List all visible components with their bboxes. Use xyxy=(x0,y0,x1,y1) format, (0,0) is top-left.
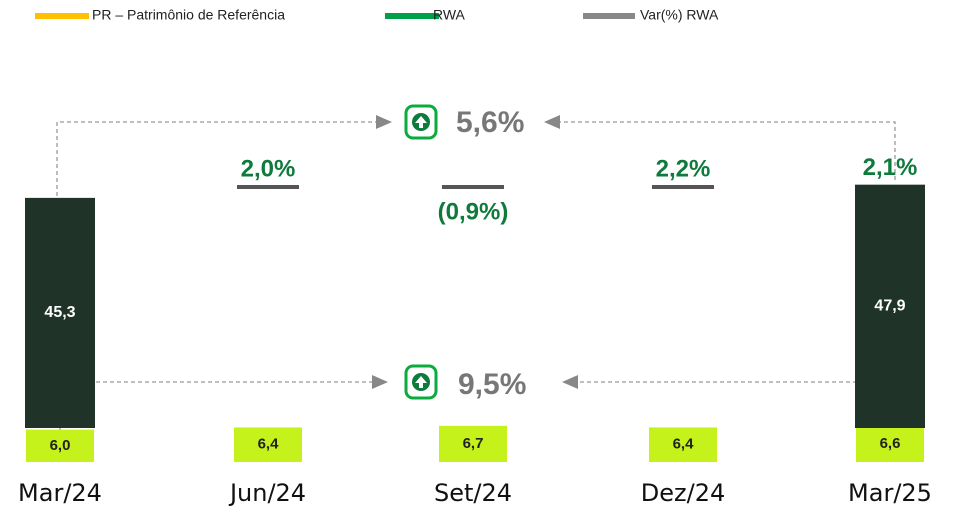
bar xyxy=(25,197,95,428)
value-label: 2,2% xyxy=(656,155,711,182)
x-tick-label: Mar/24 xyxy=(18,479,102,507)
annotation: 5,6% xyxy=(456,106,524,139)
value-label: 47,9 xyxy=(874,298,905,315)
up-icons xyxy=(404,104,438,400)
bar xyxy=(649,427,717,462)
legend-swatch xyxy=(35,13,89,19)
annotation: 9,5% xyxy=(458,368,526,401)
bar xyxy=(26,429,94,462)
bar xyxy=(439,425,507,462)
x-tick-label: Set/24 xyxy=(434,479,512,507)
arrow-heads xyxy=(372,115,578,389)
legend-label: Var(%) RWA xyxy=(640,7,719,23)
legend-swatch xyxy=(583,13,635,19)
value-label: 6,4 xyxy=(258,436,280,453)
value-label: 6,6 xyxy=(880,435,901,452)
legend-label: PR – Patrimônio de Referência xyxy=(92,7,285,23)
x-tick-label: Jun/24 xyxy=(228,479,306,507)
value-label: 45,3 xyxy=(44,304,75,321)
bar xyxy=(856,426,924,462)
x-tick-label: Mar/25 xyxy=(848,479,932,507)
x-tick-label: Dez/24 xyxy=(641,479,725,507)
value-label: 6,0 xyxy=(50,437,71,454)
bar xyxy=(855,184,925,428)
value-label: 2,1% xyxy=(863,154,918,181)
value-label: 6,4 xyxy=(673,436,695,453)
legend-swatch xyxy=(385,13,439,19)
bar xyxy=(234,427,302,462)
annotation-arrows xyxy=(56,121,896,458)
legend-label: RWA xyxy=(433,7,466,23)
value-label: 6,7 xyxy=(463,435,484,452)
value-label: (0,9%) xyxy=(438,198,509,225)
value-label: 2,0% xyxy=(241,155,296,182)
